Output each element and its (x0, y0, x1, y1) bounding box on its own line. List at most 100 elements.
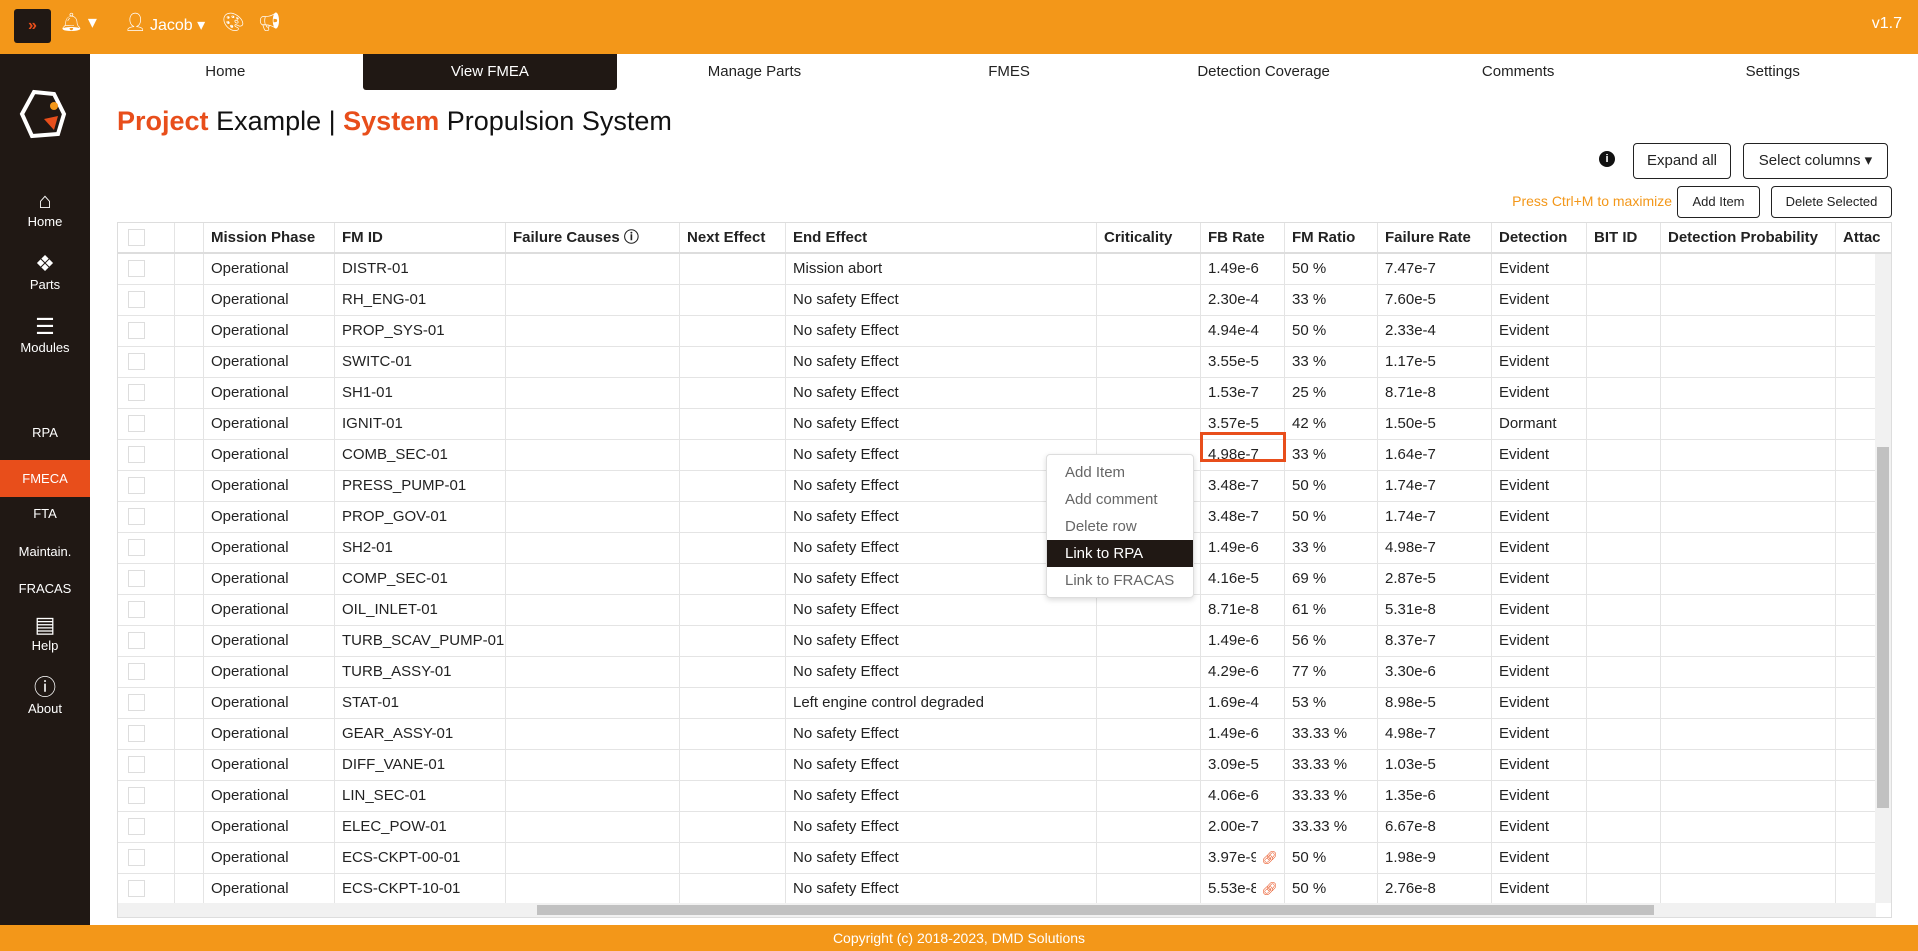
table-cell[interactable] (506, 533, 680, 563)
table-cell[interactable]: Evident (1492, 595, 1587, 625)
table-cell[interactable] (175, 874, 204, 904)
table-cell[interactable] (506, 781, 680, 811)
table-cell[interactable]: 5.31e-8 (1378, 595, 1492, 625)
table-cell[interactable]: Evident (1492, 812, 1587, 842)
table-cell[interactable] (1661, 564, 1836, 594)
table-cell[interactable]: 1.17e-5 (1378, 347, 1492, 377)
tab-settings[interactable]: Settings (1745, 63, 1800, 80)
table-cell[interactable]: Operational (204, 502, 335, 532)
table-cell[interactable] (1097, 781, 1201, 811)
column-header[interactable]: Detection (1492, 223, 1587, 252)
table-cell[interactable] (1097, 750, 1201, 780)
table-row[interactable]: Operational PROP_GOV-01 No safety Effect 3.… (118, 502, 1876, 533)
table-cell[interactable]: 1.98e-9 (1378, 843, 1492, 873)
table-cell[interactable] (506, 812, 680, 842)
table-cell[interactable]: 50 % (1285, 471, 1378, 501)
table-cell[interactable] (118, 316, 175, 346)
table-cell[interactable] (1836, 812, 1876, 842)
table-cell[interactable]: STAT-01 (335, 688, 506, 718)
table-cell[interactable]: IGNIT-01 (335, 409, 506, 439)
sidebar-item-parts[interactable]: ❖ Parts (0, 251, 90, 292)
table-cell[interactable] (506, 626, 680, 656)
table-row[interactable]: Operational TURB_ASSY-01 No safety Effect 4… (118, 657, 1876, 688)
table-cell[interactable]: 69 % (1285, 564, 1378, 594)
table-cell[interactable] (1836, 657, 1876, 687)
column-header[interactable]: Next Effect (680, 223, 786, 252)
table-cell[interactable] (175, 347, 204, 377)
sidebar-item-modules[interactable]: ☰ Modules (0, 314, 90, 355)
table-cell[interactable] (1587, 812, 1661, 842)
table-cell[interactable]: DISTR-01 (335, 254, 506, 284)
row-checkbox[interactable] (128, 663, 145, 680)
table-cell[interactable]: 8.71e-8 (1378, 378, 1492, 408)
table-cell[interactable]: Operational (204, 843, 335, 873)
table-cell[interactable] (1587, 719, 1661, 749)
info-icon[interactable]: ⓘ (619, 229, 639, 246)
menu-item-link-to-fracas[interactable]: Link to FRACAS (1065, 572, 1175, 589)
table-cell[interactable]: Operational (204, 719, 335, 749)
table-cell[interactable]: OIL_INLET-01 (335, 595, 506, 625)
table-cell[interactable] (1587, 874, 1661, 904)
row-checkbox[interactable] (128, 477, 145, 494)
table-cell[interactable] (175, 409, 204, 439)
table-cell[interactable]: Evident (1492, 626, 1587, 656)
table-cell[interactable] (1661, 254, 1836, 284)
table-cell[interactable] (1836, 347, 1876, 377)
table-cell[interactable]: 25 % (1285, 378, 1378, 408)
table-cell[interactable] (506, 874, 680, 904)
table-cell[interactable] (1836, 378, 1876, 408)
table-cell[interactable] (680, 626, 786, 656)
table-row[interactable]: Operational PRESS_PUMP-01 No safety Effect… (118, 471, 1876, 502)
table-cell[interactable] (1661, 657, 1836, 687)
table-cell[interactable]: TURB_ASSY-01 (335, 657, 506, 687)
table-row[interactable]: Operational STAT-01 Left engine control de… (118, 688, 1876, 719)
table-cell[interactable] (1587, 409, 1661, 439)
table-cell[interactable] (680, 316, 786, 346)
table-cell[interactable]: ECS-CKPT-00-01 (335, 843, 506, 873)
tab-manage-parts[interactable]: Manage Parts (707, 63, 802, 80)
table-cell[interactable]: 56 % (1285, 626, 1378, 656)
table-cell[interactable] (175, 533, 204, 563)
table-cell[interactable]: Operational (204, 378, 335, 408)
table-cell[interactable]: 50 % (1285, 254, 1378, 284)
select-columns-dropdown[interactable]: Select columns ▾ (1743, 143, 1888, 179)
expand-all-button[interactable]: Expand all (1633, 143, 1731, 179)
table-cell[interactable] (1097, 874, 1201, 904)
row-checkbox[interactable] (128, 384, 145, 401)
table-cell[interactable]: Evident (1492, 347, 1587, 377)
row-checkbox[interactable] (128, 818, 145, 835)
table-cell[interactable]: 3.48e-7 (1201, 471, 1285, 501)
table-cell[interactable]: Evident (1492, 688, 1587, 718)
table-cell[interactable] (506, 409, 680, 439)
table-cell[interactable]: No safety Effect (786, 378, 1097, 408)
link-icon[interactable]: 🔗︎ (1261, 881, 1278, 896)
table-cell[interactable] (175, 781, 204, 811)
table-cell[interactable] (680, 781, 786, 811)
table-cell[interactable]: Operational (204, 409, 335, 439)
table-row[interactable]: Operational GEAR_ASSY-01 No safety Effect 1… (118, 719, 1876, 750)
table-cell[interactable]: No safety Effect (786, 347, 1097, 377)
table-cell[interactable]: SH2-01 (335, 533, 506, 563)
table-cell[interactable]: DIFF_VANE-01 (335, 750, 506, 780)
table-cell[interactable]: Evident (1492, 657, 1587, 687)
table-cell[interactable] (1661, 874, 1836, 904)
table-cell[interactable]: 1.74e-7 (1378, 502, 1492, 532)
tab-home[interactable]: Home (205, 63, 246, 80)
column-header[interactable] (118, 223, 175, 252)
table-cell[interactable]: Mission abort (786, 254, 1097, 284)
table-cell[interactable] (680, 750, 786, 780)
table-cell[interactable] (680, 285, 786, 315)
table-cell[interactable] (1587, 378, 1661, 408)
table-cell[interactable]: LIN_SEC-01 (335, 781, 506, 811)
table-cell[interactable] (1836, 471, 1876, 501)
palette-icon[interactable]: 🎨︎ (222, 12, 245, 32)
table-cell[interactable]: 3.48e-7 (1201, 502, 1285, 532)
table-cell[interactable] (1836, 595, 1876, 625)
table-cell[interactable] (1836, 874, 1876, 904)
table-cell[interactable] (1097, 564, 1201, 594)
table-cell[interactable] (1097, 626, 1201, 656)
table-cell[interactable] (1661, 285, 1836, 315)
table-cell[interactable] (1587, 657, 1661, 687)
table-cell[interactable] (506, 440, 680, 470)
table-row[interactable]: Operational ECS-CKPT-10-01 No safety Effec… (118, 874, 1876, 905)
